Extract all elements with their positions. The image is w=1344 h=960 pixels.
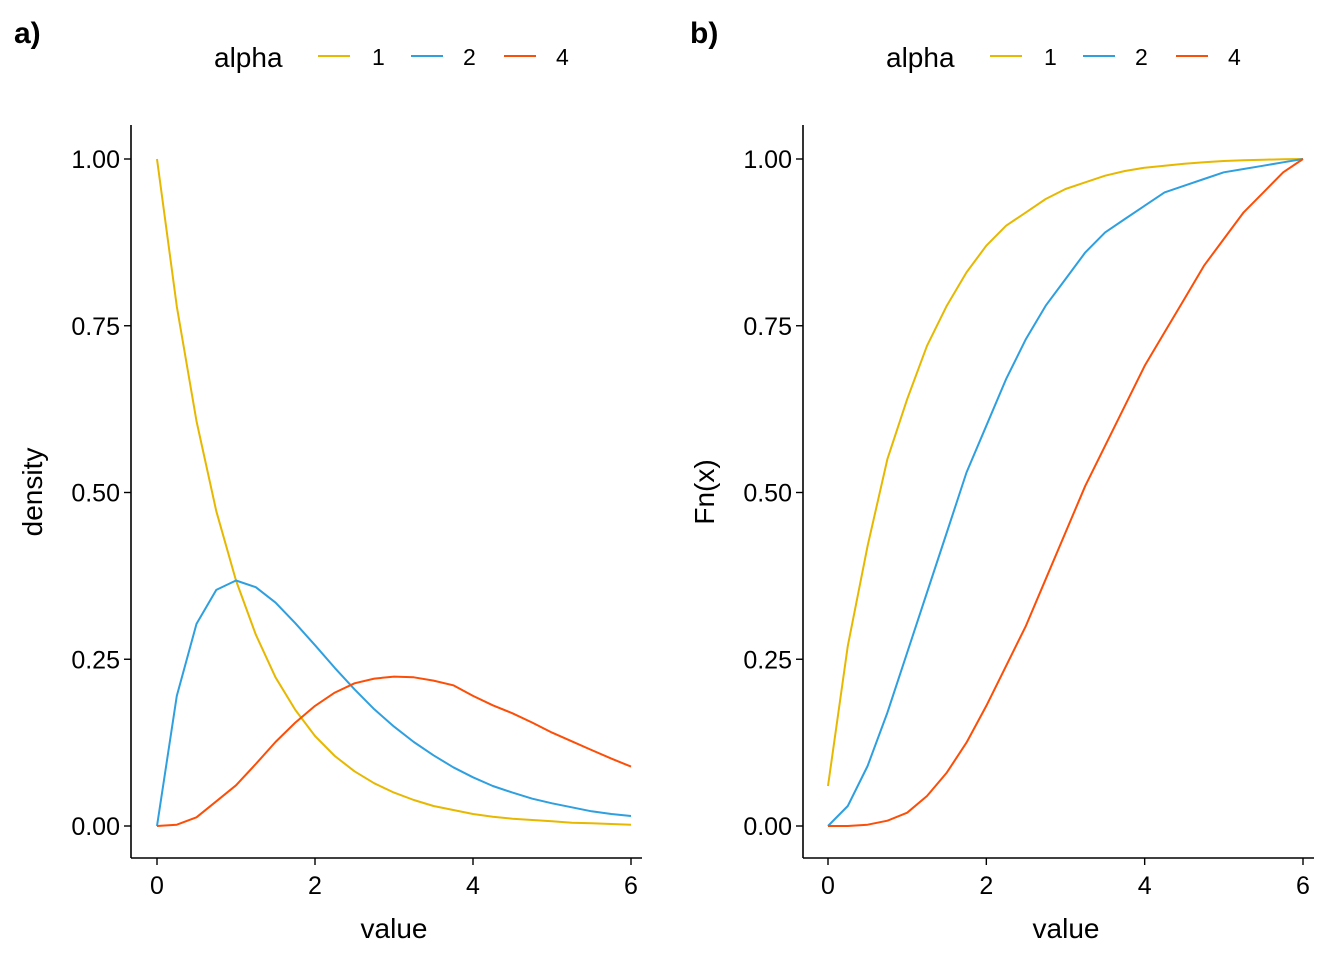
panel-a-x-tick-label: 2 <box>308 872 322 900</box>
panel-a-y-tick-label: 0.25 <box>71 646 120 674</box>
panel-a-y-tick-label: 1.00 <box>71 146 120 174</box>
panel-a-legend-label-3: 4 <box>556 44 569 70</box>
panel-b-series-line-alpha-1 <box>827 158 1304 787</box>
panel-b-legend-title: alpha <box>886 42 955 73</box>
panel-b-y-tick-label: 0.50 <box>743 480 792 508</box>
panel-b-y-tick-label: 0.75 <box>743 313 792 341</box>
panel-b-y-tick-label: 0.25 <box>743 646 792 674</box>
panel-b-x-tick-label: 2 <box>979 872 993 900</box>
panel-b-series-line-alpha-2 <box>827 158 1304 827</box>
panel-a-legend-title: alpha <box>214 42 283 73</box>
panel-a-legend: alpha 1 2 4 <box>214 42 569 73</box>
panel-b-legend: alpha 1 2 4 <box>886 42 1241 73</box>
panel-b-label: b) <box>690 17 718 50</box>
panel-b-x-axis-title: value <box>1033 913 1100 944</box>
panel-a-series-line-alpha-1 <box>156 158 632 826</box>
panel-a-y-tick-label: 0.50 <box>71 480 120 508</box>
panel-b-x-tick-label: 6 <box>1296 872 1310 900</box>
panel-a-x-tick-label: 6 <box>624 872 638 900</box>
panel-a-x-axis-title: value <box>361 913 428 944</box>
panel-b-plot: 0.00 0.25 0.50 0.75 1.00 0 2 4 6 <box>743 125 1314 900</box>
panel-b-x-tick-label: 0 <box>821 872 835 900</box>
panel-a-label: a) <box>14 17 41 50</box>
panel-a-y-tick-label: 0.00 <box>71 813 120 841</box>
panel-a-series-line-alpha-4 <box>156 675 632 827</box>
panel-b-y-axis-title: Fn(x) <box>689 459 720 524</box>
panel-b-legend-label-3: 4 <box>1228 44 1241 70</box>
panel-a-x-tick-label: 4 <box>466 872 480 900</box>
panel-a-legend-label-2: 2 <box>463 44 476 70</box>
panel-b-y-tick-label: 1.00 <box>743 146 792 174</box>
panel-b: b) alpha 1 2 4 value Fn(x) <box>689 17 1241 944</box>
panel-a-x-tick-label: 0 <box>150 872 164 900</box>
panel-a-y-tick-label: 0.75 <box>71 313 120 341</box>
panel-a-legend-label-1: 1 <box>372 44 385 70</box>
panel-a-plot: 0.00 0.25 0.50 0.75 1.00 0 2 4 6 <box>71 125 642 900</box>
panel-b-legend-label-1: 1 <box>1044 44 1057 70</box>
panel-a-y-axis-title: density <box>17 448 48 537</box>
panel-a-series-line-alpha-2 <box>156 579 632 827</box>
panel-b-legend-label-2: 2 <box>1135 44 1148 70</box>
panel-a: a) alpha 1 2 4 value density <box>14 17 569 944</box>
panel-b-x-tick-label: 4 <box>1138 872 1152 900</box>
panel-b-y-tick-label: 0.00 <box>743 813 792 841</box>
panel-b-series-line-alpha-4 <box>828 158 1304 827</box>
